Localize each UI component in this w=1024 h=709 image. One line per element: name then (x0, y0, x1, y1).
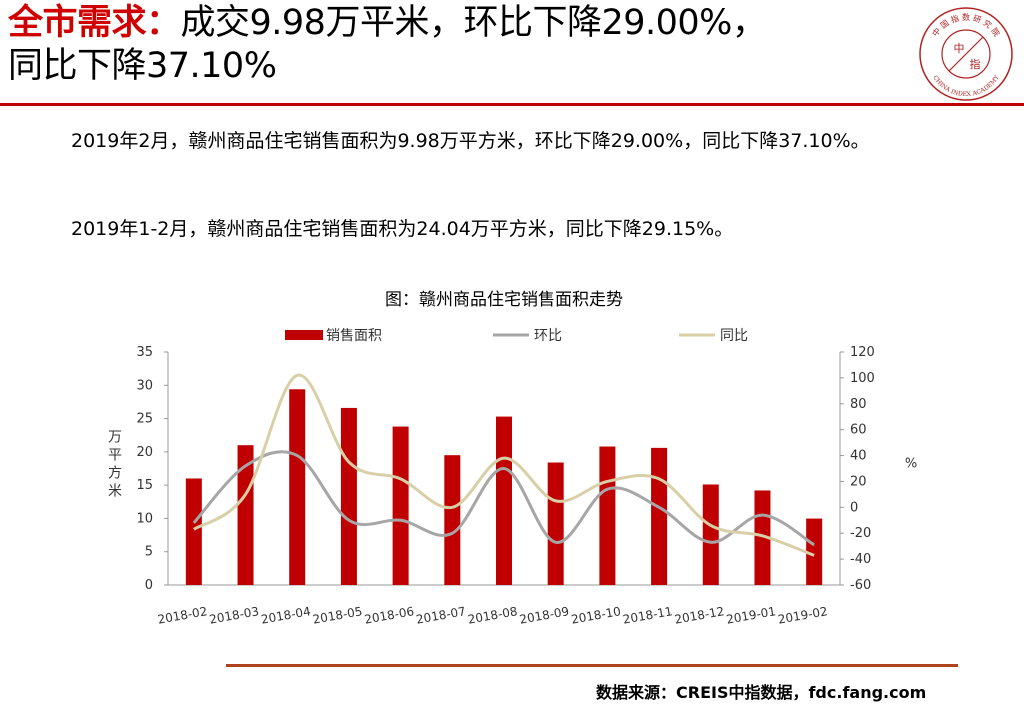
bar (496, 416, 512, 585)
y2-tick-label: -40 (850, 552, 871, 567)
paragraph-2: 2019年1-2月，赣州商品住宅销售面积为24.04万平方米，同比下降29.15… (71, 218, 734, 240)
y2-tick-label: 40 (850, 449, 867, 464)
yoy-line (193, 373, 815, 557)
title-line-1: 全市需求：成交9.98万平米，环比下降29.00%， (8, 2, 908, 45)
legend-swatch-1 (285, 330, 323, 340)
title-block: 全市需求：成交9.98万平米，环比下降29.00%， 同比下降37.10% (8, 2, 908, 88)
y-tick-label: 25 (136, 412, 153, 427)
bar (444, 455, 461, 585)
bar (806, 518, 823, 585)
bar (340, 407, 357, 585)
y2-tick-label: 80 (850, 397, 867, 412)
bar (547, 462, 564, 585)
y-tick-label: 15 (136, 478, 153, 493)
x-tick-label: 2019-02 (777, 604, 829, 625)
x-tick-label: 2018-03 (208, 604, 260, 625)
bar (185, 478, 202, 585)
x-tick-label: 2018-07 (415, 604, 467, 625)
y2-tick-label: 0 (850, 500, 858, 515)
y-axis-label-char: 平 (108, 448, 122, 464)
bar (237, 445, 254, 585)
bar (392, 426, 409, 585)
x-tick-label: 2018-08 (467, 604, 519, 625)
y-tick-label: 30 (136, 378, 153, 393)
x-tick-label: 2018-02 (157, 604, 209, 625)
x-tick-label: 2018-12 (673, 604, 725, 625)
y2-tick-label: 60 (850, 423, 867, 438)
y2-tick-label: 100 (850, 371, 875, 386)
y-axis-label-char: 方 (108, 466, 122, 482)
x-tick-label: 2018-06 (363, 604, 415, 625)
x-tick-label: 2019-01 (725, 604, 777, 625)
bar (651, 447, 668, 585)
logo-center-top: 中 (954, 42, 965, 55)
paragraph-1: 2019年2月，赣州商品住宅销售面积为9.98万平方米，环比下降29.00%，同… (71, 130, 870, 152)
y2-tick-label: 120 (850, 345, 875, 360)
x-tick-label: 2018-05 (312, 604, 364, 625)
y2-tick-label: -60 (850, 578, 871, 593)
x-tick-label: 2018-10 (570, 604, 622, 625)
logo-center-bottom: 指 (970, 57, 981, 71)
x-tick-label: 2018-04 (260, 604, 312, 625)
x-tick-label: 2018-11 (622, 604, 674, 625)
legend-label-1: 销售面积 (326, 328, 382, 344)
y2-axis-label: % (905, 457, 917, 472)
y-axis-label-char: 米 (108, 484, 122, 500)
logo-text-bottom: CHINA INDEX ACADEMY (931, 73, 1001, 98)
bar (599, 446, 616, 585)
mom-line (192, 450, 815, 547)
y-tick-label: 20 (136, 445, 153, 460)
y-tick-label: 0 (145, 578, 153, 593)
title-prefix: 全市需求： (8, 3, 181, 43)
chart-title: 图：赣州商品住宅销售面积走势 (385, 290, 623, 310)
y-axis-label-char: 万 (108, 430, 122, 446)
bar (289, 389, 306, 585)
x-tick-label: 2018-09 (518, 604, 570, 625)
y-tick-label: 35 (136, 345, 153, 360)
y-tick-label: 10 (136, 511, 153, 526)
title-divider (0, 103, 1024, 106)
y2-tick-label: -20 (850, 526, 871, 541)
legend-label-3: 同比 (720, 328, 748, 344)
footer-divider (226, 664, 958, 667)
china-index-academy-logo: 中 指 中 国 指 数 研 究 院 CHINA INDEX ACADEMY (919, 7, 1013, 101)
svg-text:CHINA INDEX ACADEMY: CHINA INDEX ACADEMY (931, 73, 1001, 98)
legend-label-2: 环比 (534, 328, 562, 344)
y2-tick-label: 20 (850, 474, 867, 489)
y-tick-label: 5 (145, 545, 153, 560)
title-line-2: 同比下降37.10% (8, 46, 277, 86)
title-line1-rest: 成交9.98万平米，环比下降29.00%， (180, 3, 767, 43)
bar (702, 484, 719, 585)
data-source: 数据来源：CREIS中指数据，fdc.fang.com (596, 683, 927, 702)
